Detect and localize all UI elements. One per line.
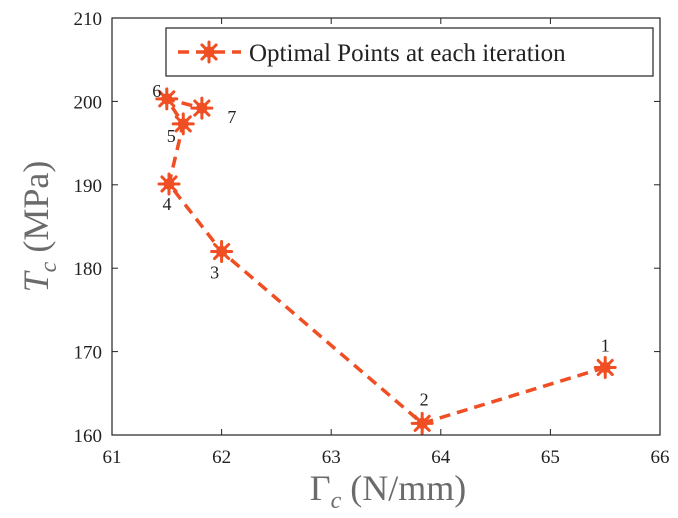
y-tick-label: 160 [74, 426, 103, 447]
x-tick-label: 63 [322, 447, 341, 468]
marker-arm [213, 242, 231, 261]
marker-arm [596, 358, 614, 377]
x-tick-label: 61 [103, 447, 122, 468]
x-axis-title-subscript: c [331, 488, 342, 513]
data-point-label: 3 [210, 263, 219, 283]
data-point-marker [210, 240, 234, 264]
data-point-label: 7 [227, 107, 236, 127]
data-point-label: 1 [601, 335, 610, 355]
legend-label: Optimal Points at each iteration [249, 40, 566, 67]
y-tick-label: 190 [74, 176, 103, 197]
y-axis-title: Tc (MPa) [16, 161, 62, 293]
data-point-marker [155, 87, 179, 111]
marker-arm [160, 175, 178, 193]
marker-arm [174, 115, 192, 133]
legend-box [165, 27, 654, 77]
marker-arm [200, 43, 218, 61]
y-axis-title-subscript: c [36, 261, 62, 272]
y-tick-label: 200 [74, 92, 103, 113]
y-tick-label: 170 [74, 343, 103, 364]
x-axis-title: Γc (N/mm) [310, 468, 466, 513]
x-tick-label: 66 [651, 447, 670, 468]
x-tick-label: 62 [212, 447, 231, 468]
data-point-label: 6 [152, 81, 161, 101]
axes-layer: Γc (N/mm) Tc (MPa) [16, 17, 661, 514]
data-point-label: 5 [167, 126, 176, 146]
data-point-label: 2 [420, 389, 429, 409]
x-axis-title-unit: (N/mm) [341, 468, 466, 508]
data-point-marker [171, 112, 195, 136]
x-axis-title-symbol: Γ [310, 468, 331, 508]
data-point-marker [190, 96, 214, 120]
y-tick-label: 210 [74, 9, 103, 30]
marker-arm [413, 414, 431, 432]
data-point-marker [593, 355, 617, 379]
series-layer [155, 87, 617, 435]
legend: Optimal Points at each iteration [165, 27, 654, 77]
data-point-marker [410, 411, 434, 435]
data-point-marker [157, 172, 181, 196]
y-tick-label: 180 [74, 259, 103, 280]
x-tick-label: 65 [541, 447, 560, 468]
marker-arm [193, 99, 211, 117]
legend-marker-sample [197, 40, 221, 64]
plot-frame [111, 17, 661, 436]
series-line [165, 97, 606, 426]
y-axis-title-unit: (MPa) [16, 161, 56, 262]
point-labels-layer: 1 2 3 4 5 6 7 [152, 81, 609, 409]
marker-arm [158, 90, 176, 108]
x-tick-label: 64 [431, 447, 451, 468]
data-point-label: 4 [162, 194, 171, 214]
y-axis-title-symbol: T [16, 269, 56, 292]
